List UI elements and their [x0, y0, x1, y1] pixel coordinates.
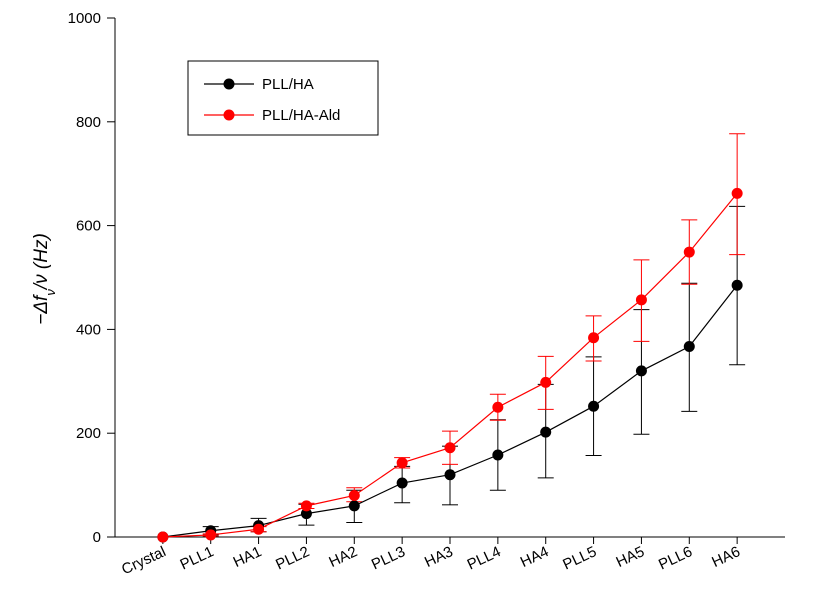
x-tick-label: HA2: [326, 543, 360, 571]
y-tick-label: 800: [76, 114, 101, 131]
data-point-pll-ha: [300, 508, 312, 520]
y-axis-label-prefix: −Δ: [31, 301, 52, 325]
legend-marker-pll-ha: [223, 78, 235, 90]
y-tick-label: 0: [93, 529, 101, 546]
x-tick-label: HA5: [613, 543, 647, 571]
x-tick-label: PLL4: [465, 543, 504, 573]
data-point-pll-ha-ald: [444, 442, 456, 454]
data-point-pll-ha-ald: [540, 376, 552, 388]
y-axis-label-unit: (Hz): [31, 233, 52, 274]
data-point-pll-ha-ald: [253, 523, 265, 535]
x-tick-label: HA4: [518, 543, 552, 571]
x-tick-label: Crystal: [119, 543, 168, 578]
x-tick-label: HA3: [422, 543, 456, 571]
data-point-pll-ha-ald: [492, 401, 504, 413]
data-point-pll-ha-ald: [205, 529, 217, 541]
data-point-pll-ha-ald: [157, 531, 169, 543]
data-point-pll-ha-ald: [683, 246, 695, 258]
y-tick-label: 400: [76, 321, 101, 338]
x-tick-label: PLL3: [369, 543, 408, 573]
data-point-pll-ha-ald: [300, 500, 312, 512]
y-tick-label: 200: [76, 425, 101, 442]
axes: [107, 17, 785, 544]
data-point-pll-ha-ald: [348, 489, 360, 501]
x-tick-label: PLL2: [273, 543, 312, 573]
data-point-pll-ha-ald: [396, 457, 408, 469]
x-tick-label: HA6: [709, 543, 743, 571]
data-point-pll-ha-ald: [731, 187, 743, 199]
x-tick-label: PLL1: [177, 543, 216, 573]
y-axis-label-sub: ν: [43, 289, 58, 296]
data-point-pll-ha: [348, 500, 360, 512]
legend-label-pll-ha: PLL/HA: [262, 76, 314, 93]
y-tick-labels: 0 200 400 600 800 1000: [68, 10, 101, 546]
y-axis-label: −Δfν/ν (Hz): [31, 233, 58, 325]
error-bars: [202, 133, 746, 537]
y-tick-label: 1000: [68, 10, 101, 27]
data-point-pll-ha: [731, 279, 743, 291]
x-tick-label: HA1: [231, 543, 265, 571]
data-point-pll-ha: [683, 341, 695, 353]
data-point-pll-ha: [396, 477, 408, 489]
data-point-pll-ha-ald: [588, 332, 600, 344]
legend-box: [187, 60, 379, 136]
data-point-pll-ha: [492, 449, 504, 461]
x-tick-label: PLL5: [560, 543, 599, 573]
data-point-pll-ha-ald: [635, 294, 647, 306]
data-points: [157, 187, 743, 543]
legend: PLL/HA PLL/HA-Ald: [187, 60, 379, 136]
y-tick-label: 600: [76, 218, 101, 235]
data-point-pll-ha: [540, 426, 552, 438]
data-point-pll-ha: [444, 469, 456, 481]
data-point-pll-ha: [635, 365, 647, 377]
x-tick-label: PLL6: [656, 543, 695, 573]
data-point-pll-ha: [588, 400, 600, 412]
legend-marker-pll-ha-ald: [223, 109, 235, 121]
y-axis-label-f: f: [31, 294, 52, 301]
y-axis-label-slash: /: [31, 282, 52, 291]
x-tick-labels: Crystal PLL1 HA1 PLL2 HA2 PLL3 HA3 PLL4 HA4 PLL5 H…: [119, 543, 743, 578]
y-axis-label-nu: ν: [31, 274, 52, 284]
legend-label-pll-ha-ald: PLL/HA-Ald: [262, 107, 340, 124]
